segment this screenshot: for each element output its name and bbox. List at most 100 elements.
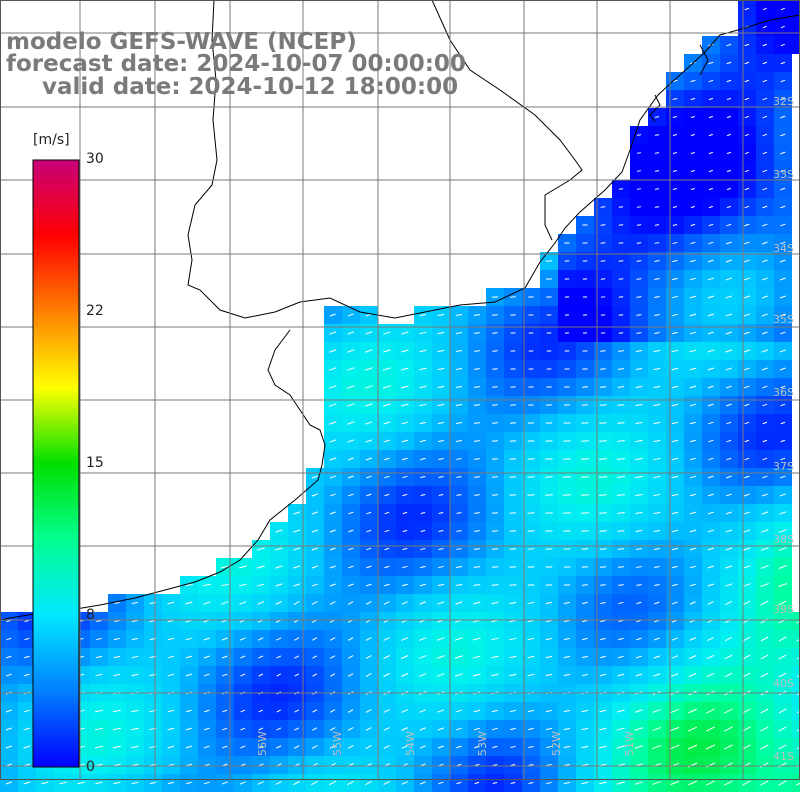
wind-arrow [437, 349, 445, 353]
wind-arrow [743, 241, 750, 245]
wind-arrow [366, 583, 372, 587]
wind-arrow [672, 152, 678, 154]
wind-arrow [762, 133, 768, 137]
wind-arrow [112, 745, 121, 749]
wind-arrow [384, 511, 390, 515]
wind-arrow [527, 673, 535, 677]
wind-arrow [618, 224, 624, 226]
wind-arrow [671, 493, 679, 497]
wind-arrow [636, 170, 642, 172]
wind-arrow [383, 781, 390, 785]
wind-arrow [690, 169, 695, 173]
wind-arrow [778, 565, 788, 569]
wind-arrow [473, 673, 481, 677]
wind-arrow [616, 727, 625, 731]
wind-arrow [456, 745, 462, 749]
wind-arrow [708, 151, 713, 155]
wind-arrow [167, 601, 175, 605]
wind-arrow [420, 547, 426, 551]
wind-arrow [742, 600, 751, 606]
wind-arrow [256, 547, 265, 551]
wind-arrow [671, 547, 679, 551]
wind-arrow [239, 781, 246, 785]
wind-arrow [329, 601, 336, 605]
wind-arrow [203, 727, 210, 731]
wind-arrow [420, 457, 426, 461]
wind-arrow [671, 565, 678, 569]
wind-arrow [635, 548, 643, 550]
wind-arrow [418, 673, 427, 677]
wind-arrow [347, 709, 354, 713]
wind-arrow [366, 529, 372, 533]
wind-arrow [654, 331, 660, 335]
wind-arrow [419, 727, 427, 731]
wind-arrow [258, 727, 264, 731]
wind-arrow [635, 475, 643, 479]
wind-arrow [23, 745, 31, 749]
wind-arrow [600, 637, 606, 641]
wind-arrow [618, 601, 624, 605]
wind-arrow [599, 745, 607, 749]
wind-arrow [618, 637, 624, 641]
wind-arrow [690, 97, 696, 101]
wind-arrow [563, 637, 571, 641]
wind-arrow [491, 476, 499, 478]
wind-arrow [689, 313, 697, 317]
wind-arrow [724, 672, 733, 678]
wind-arrow [760, 583, 769, 587]
wind-arrow [238, 565, 247, 569]
wind-arrow [348, 547, 354, 551]
wind-arrow [654, 188, 660, 190]
wind-arrow [113, 637, 120, 641]
wind-cell [792, 738, 800, 756]
wind-arrow [563, 655, 571, 659]
wind-arrow [760, 672, 769, 678]
wind-arrow [761, 259, 768, 263]
wind-arrow [491, 673, 499, 677]
wind-arrow [419, 439, 427, 443]
wind-arrow [744, 187, 750, 191]
wind-arrow [473, 601, 481, 605]
wind-arrow [742, 744, 751, 750]
wind-arrow [743, 349, 751, 353]
wind-cell [792, 18, 800, 36]
wind-arrow [707, 313, 715, 317]
wind-arrow [780, 43, 785, 47]
wind-arrow [762, 385, 768, 389]
wind-arrow [725, 349, 733, 353]
wind-arrow [670, 673, 679, 677]
wind-arrow [744, 421, 750, 425]
wind-arrow [220, 583, 229, 587]
wind-arrow [653, 529, 661, 533]
wind-arrow [203, 673, 210, 677]
wind-arrow [689, 511, 697, 515]
wind-arrow [563, 745, 571, 749]
wind-arrow [492, 727, 498, 731]
wind-arrow [365, 637, 372, 641]
wind-arrow [492, 386, 498, 388]
wind-arrow [708, 115, 713, 119]
wind-arrow [510, 782, 516, 784]
wind-cell [792, 36, 800, 54]
wind-arrow [634, 781, 644, 785]
wind-arrow [384, 565, 390, 569]
wind-arrow [744, 205, 750, 209]
longitude-labels: 56W 55W 54W 53W 52W 51W [256, 731, 636, 756]
wind-arrow [599, 727, 607, 731]
wind-arrow [563, 619, 570, 623]
wind-arrow [276, 637, 282, 641]
wind-arrow [635, 368, 643, 370]
wind-arrow [708, 241, 714, 245]
wind-arrow [276, 709, 282, 713]
wind-arrow [725, 331, 732, 335]
wind-arrow [671, 295, 678, 299]
wind-arrow [760, 636, 769, 642]
wind-arrow [365, 727, 372, 731]
wind-arrow [635, 673, 643, 677]
wind-arrow [634, 727, 644, 731]
wind-arrow [167, 727, 175, 731]
wind-arrow [420, 493, 426, 497]
wind-arrow [275, 547, 283, 551]
wind-arrow [474, 476, 480, 478]
wind-arrow [401, 745, 408, 749]
